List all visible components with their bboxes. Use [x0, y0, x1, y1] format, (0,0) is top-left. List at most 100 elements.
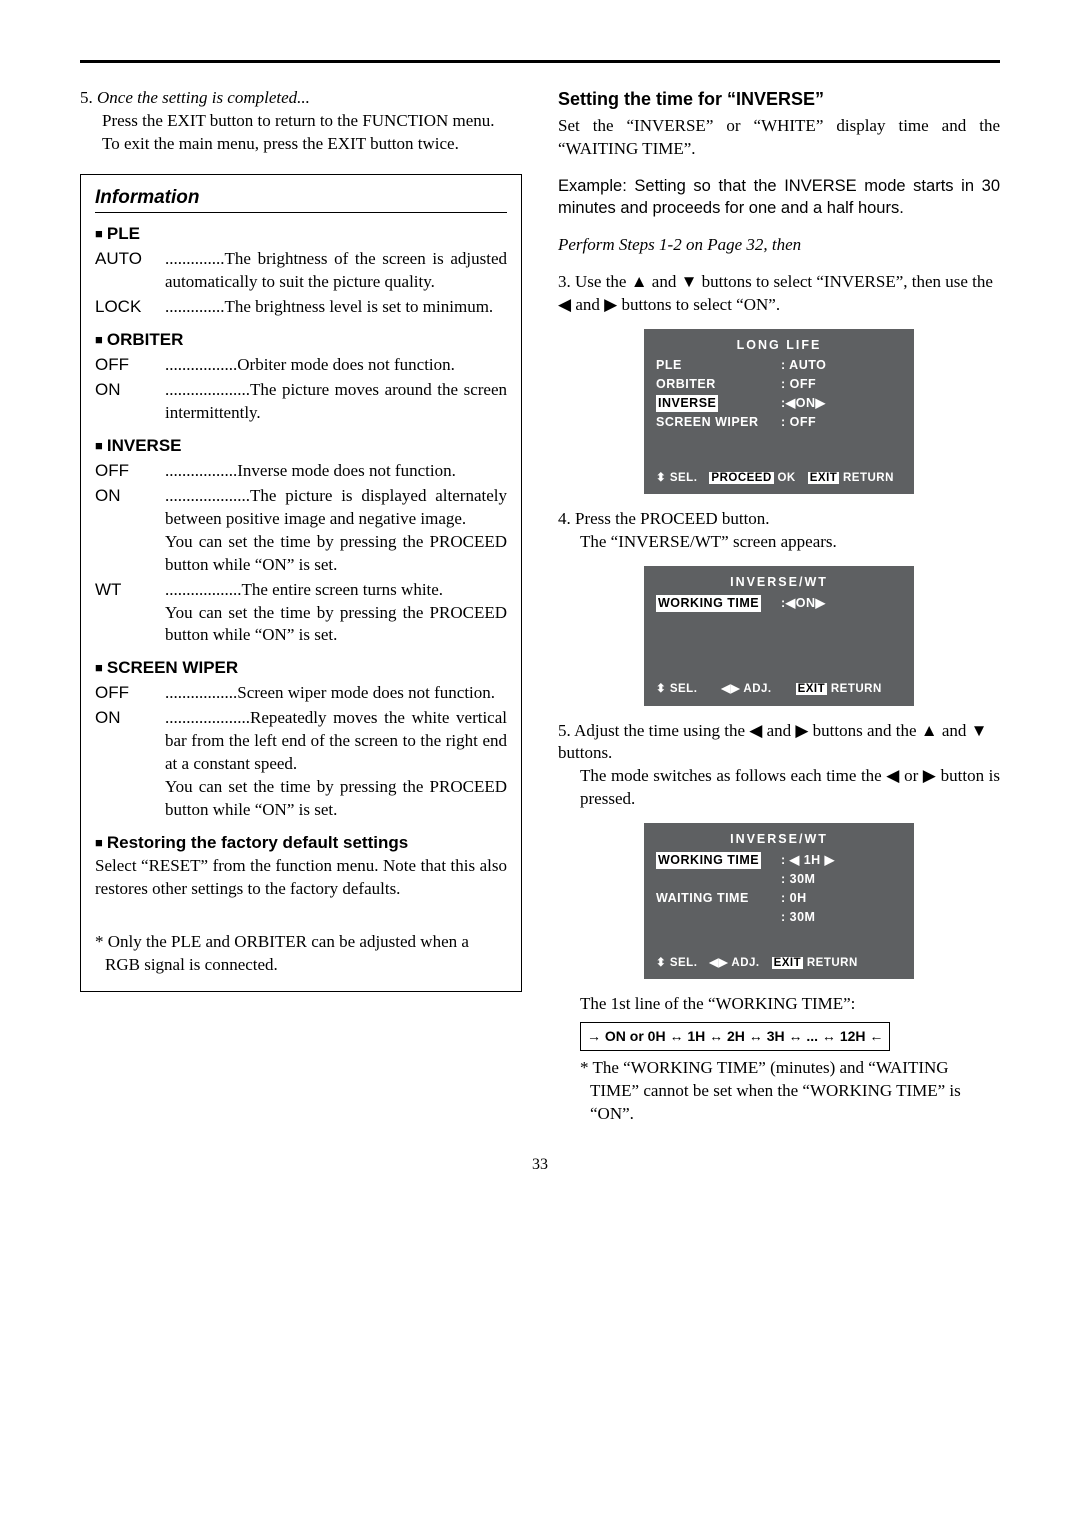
inverse-on-key: ON [95, 485, 165, 577]
inverse-wt-row: WT ..................The entire screen t… [95, 579, 507, 648]
orbiter-heading-text: ORBITER [107, 330, 184, 349]
perform-steps: Perform Steps 1-2 on Page 32, then [558, 234, 1000, 257]
square-bullet-icon: ■ [95, 225, 103, 243]
inverse-off-key: OFF [95, 460, 165, 483]
rgb-footnote: * Only the PLE and ORBITER can be adjust… [95, 931, 507, 977]
osd2-wt-r: :◀ON▶ [781, 595, 826, 612]
restore-heading-text: Restoring the factory default settings [107, 833, 408, 852]
sw-off-key: OFF [95, 682, 165, 705]
osd3-title: INVERSE/WT [656, 831, 902, 848]
osd-inverse-wt-2: INVERSE/WT WORKING TIME: ◀ 1H ▶ : 30M WA… [644, 823, 914, 979]
information-box: Information ■PLE AUTO ..............The … [80, 174, 522, 992]
inverse-off-row: OFF .................Inverse mode does n… [95, 460, 507, 483]
osd3-adj: ◀▶ ADJ. [709, 956, 759, 972]
sw-off-text: Screen wiper mode does not function. [237, 683, 495, 702]
osd2-exit: EXIT RETURN [796, 682, 882, 698]
inverse-wt-text: The entire screen turns white. [242, 580, 444, 599]
osd3-r2: : 30M [781, 871, 815, 888]
osd3-workingtime-highlight: WORKING TIME [656, 852, 761, 869]
osd1-sw-l: SCREEN WIPER [656, 414, 781, 431]
proceed-button-icon: PROCEED [709, 472, 773, 484]
top-rule [80, 60, 1000, 63]
osd1-sel-label: SEL. [670, 472, 698, 484]
square-bullet-icon: ■ [95, 834, 103, 852]
inverse-on-val: ....................The picture is displ… [165, 485, 507, 577]
osd1-footer: ⬍ SEL. PROCEED OK EXIT RETURN [656, 471, 902, 487]
step-5-text: Adjust the time using the ◀ and ▶ button… [558, 721, 988, 763]
osd1-return-label: RETURN [843, 472, 894, 484]
osd3-wt-r: : ◀ 1H ▶ [781, 852, 835, 869]
working-time-line: The 1st line of the “WORKING TIME”: [558, 993, 1000, 1016]
step-5-body2: To exit the main menu, press the EXIT bu… [80, 133, 522, 156]
exit-button-icon: EXIT [772, 957, 804, 969]
ple-auto-text: The brightness of the screen is adjusted… [165, 249, 507, 291]
screenwiper-heading: ■SCREEN WIPER [95, 657, 507, 680]
step-3-num: 3. [558, 272, 575, 291]
osd-inverse-wt-1: INVERSE/WT WORKING TIME:◀ON▶ ⬍ SEL. ◀▶ A… [644, 566, 914, 705]
osd2-workingtime-highlight: WORKING TIME [656, 595, 761, 612]
osd3-return-label: RETURN [807, 957, 858, 969]
right-column: Setting the time for “INVERSE” Set the “… [558, 87, 1000, 1126]
osd1-title: LONG LIFE [656, 337, 902, 354]
osd1-proceed: PROCEED OK [709, 471, 795, 487]
osd2-return-label: RETURN [831, 683, 882, 695]
orbiter-on-row: ON ....................The picture moves… [95, 379, 507, 425]
step-4b: The “INVERSE/WT” screen appears. [558, 531, 1000, 554]
ple-lock-text: The brightness level is set to minimum. [225, 297, 494, 316]
inverse-wt-key: WT [95, 579, 165, 648]
leftright-arrows-icon: ◀▶ [709, 957, 728, 969]
working-time-footnote: * The “WORKING TIME” (minutes) and “WAIT… [558, 1057, 1000, 1126]
inverse-heading-text: INVERSE [107, 436, 182, 455]
ple-auto-val: ..............The brightness of the scre… [165, 248, 507, 294]
inverse-wt-text2: You can set the time by pressing the PRO… [165, 603, 507, 645]
osd2-sel-label: SEL. [670, 683, 698, 695]
inverse-on-row: ON ....................The picture is di… [95, 485, 507, 577]
exit-button-icon: EXIT [808, 472, 840, 484]
osd1-ok-label: OK [777, 472, 795, 484]
ple-lock-row: LOCK ..............The brightness level … [95, 296, 507, 319]
ple-heading-text: PLE [107, 224, 140, 243]
inverse-heading: ■INVERSE [95, 435, 507, 458]
right-intro: Set the “INVERSE” or “WHITE” display tim… [558, 115, 1000, 161]
step-5: 5. Once the setting is completed... Pres… [80, 87, 522, 156]
osd3-wait-r: : 0H [781, 890, 807, 907]
left-column: 5. Once the setting is completed... Pres… [80, 87, 522, 1126]
inverse-off-text: Inverse mode does not function. [237, 461, 456, 480]
step-5b-text: The mode switches as follows each time t… [558, 765, 1000, 811]
sw-off-row: OFF .................Screen wiper mode d… [95, 682, 507, 705]
osd3-adj-label: ADJ. [731, 957, 759, 969]
osd1-ple-l: PLE [656, 357, 781, 374]
osd2-wt-l: WORKING TIME [656, 595, 781, 612]
step-4a: Press the PROCEED button. [575, 509, 770, 528]
inverse-off-val: .................Inverse mode does not f… [165, 460, 507, 483]
page-number: 33 [80, 1154, 1000, 1176]
exit-button-icon: EXIT [796, 683, 828, 695]
osd3-exit: EXIT RETURN [772, 956, 858, 972]
osd1-sel: ⬍ SEL. [656, 471, 697, 487]
ple-auto-row: AUTO ..............The brightness of the… [95, 248, 507, 294]
sw-on-val: ....................Repeatedly moves the… [165, 707, 507, 822]
updown-arrows-icon: ⬍ [656, 683, 666, 695]
leftright-arrows-icon: ◀▶ [721, 683, 740, 695]
sw-on-text: Repeatedly moves the white vertical bar … [165, 708, 507, 773]
osd2-adj: ◀▶ ADJ. [721, 682, 771, 698]
osd2-footer: ⬍ SEL. ◀▶ ADJ. EXIT RETURN [656, 682, 902, 698]
updown-arrows-icon: ⬍ [656, 472, 666, 484]
square-bullet-icon: ■ [95, 437, 103, 455]
sequence-box: → ON or 0H ↔ 1H ↔ 2H ↔ 3H ↔ ... ↔ 12H ← [580, 1022, 890, 1051]
osd1-ple-r: : AUTO [781, 357, 826, 374]
orbiter-on-text: The picture moves around the screen inte… [165, 380, 507, 422]
osd1-inv-r: :◀ON▶ [781, 395, 826, 412]
osd3-blank2 [656, 909, 781, 926]
sw-on-key: ON [95, 707, 165, 822]
ple-heading: ■PLE [95, 223, 507, 246]
step-5-lead: Once the setting is completed... [97, 88, 310, 107]
osd1-orb-l: ORBITER [656, 376, 781, 393]
osd3-blank1 [656, 871, 781, 888]
orbiter-off-val: .................Orbiter mode does not f… [165, 354, 507, 377]
orbiter-off-text: Orbiter mode does not function. [237, 355, 455, 374]
step-3-text: Use the ▲ and ▼ buttons to select “INVER… [558, 272, 993, 314]
step-5-right: 5. Adjust the time using the ◀ and ▶ but… [558, 720, 1000, 812]
osd2-sel: ⬍ SEL. [656, 682, 697, 698]
orbiter-on-key: ON [95, 379, 165, 425]
